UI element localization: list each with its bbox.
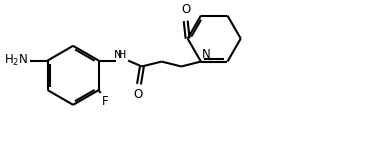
Text: N: N (202, 48, 211, 61)
Text: H: H (118, 50, 127, 60)
Text: H$_2$N: H$_2$N (4, 53, 28, 68)
Text: F: F (102, 95, 108, 108)
Text: O: O (134, 88, 142, 101)
Text: O: O (181, 3, 190, 16)
Text: N: N (113, 50, 122, 60)
